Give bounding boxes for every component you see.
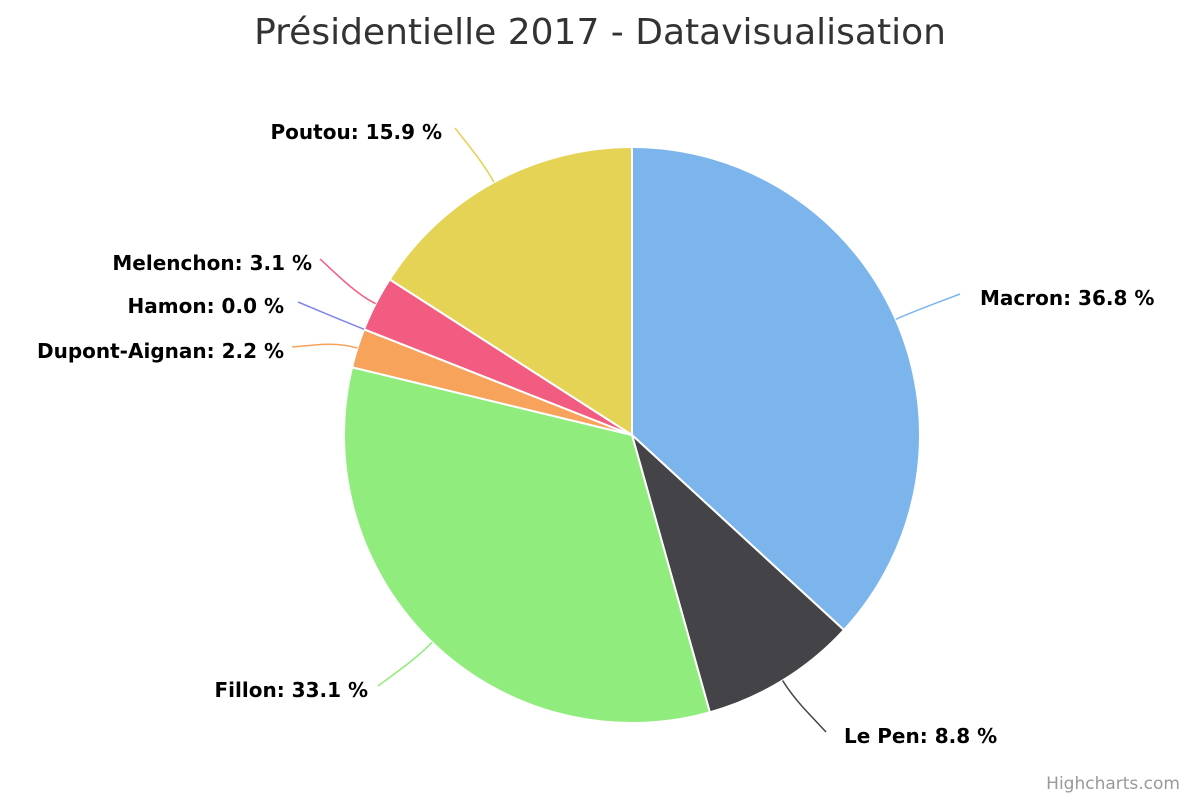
- connector-poutou: [454, 127, 495, 183]
- slice-label-hamon: Hamon: 0.0 %: [128, 294, 284, 318]
- slice-labels: Macron: 36.8 % Le Pen: 8.8 % Fillon: 33.1 …: [37, 120, 1154, 748]
- label-connectors: [291, 127, 961, 733]
- pie-slices: [343, 145, 921, 724]
- pie-slice-fillon[interactable]: [343, 366, 712, 724]
- slice-label-le-pen: Le Pen: 8.8 %: [844, 724, 997, 748]
- slice-label-dupont-aignan: Dupont-Aignan: 2.2 %: [37, 339, 284, 363]
- connector-fillon: [377, 641, 433, 687]
- pie-slice-le-pen[interactable]: [630, 431, 846, 714]
- slice-label-poutou: Poutou: 15.9 %: [271, 120, 442, 144]
- slice-label-fillon: Fillon: 33.1 %: [214, 678, 368, 702]
- chart-title: Présidentielle 2017 - Datavisualisation: [254, 12, 946, 53]
- slice-label-melenchon: Melenchon: 3.1 %: [112, 251, 312, 275]
- slice-label-macron: Macron: 36.8 %: [980, 286, 1154, 310]
- connector-hamon: [297, 301, 365, 330]
- connector-melenchon: [319, 258, 376, 305]
- pie-slice-poutou[interactable]: [388, 145, 633, 437]
- connector-macron: [895, 293, 961, 320]
- credits-link[interactable]: Highcharts.com: [1046, 774, 1180, 794]
- pie-slice-macron[interactable]: [631, 145, 921, 632]
- connector-dupont-aignan: [291, 343, 358, 349]
- connector-le-pen: [781, 680, 827, 733]
